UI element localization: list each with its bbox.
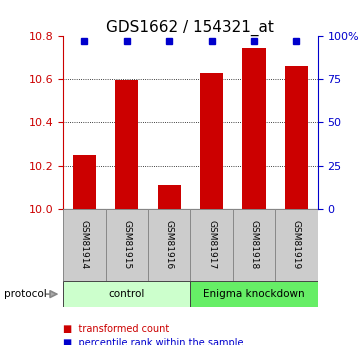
Text: GSM81916: GSM81916: [165, 220, 174, 269]
Bar: [190, 209, 233, 281]
Bar: [105, 209, 148, 281]
Title: GDS1662 / 154321_at: GDS1662 / 154321_at: [106, 20, 274, 36]
Bar: [115, 80, 139, 209]
Bar: [63, 209, 105, 281]
Bar: [157, 185, 181, 209]
Text: protocol: protocol: [4, 289, 46, 299]
Bar: [63, 281, 190, 307]
Bar: [200, 73, 223, 209]
Text: GSM81918: GSM81918: [249, 220, 258, 269]
Bar: [242, 48, 266, 209]
Text: Enigma knockdown: Enigma knockdown: [203, 289, 305, 299]
Bar: [233, 209, 275, 281]
Text: ■  percentile rank within the sample: ■ percentile rank within the sample: [63, 338, 244, 345]
Text: GSM81914: GSM81914: [80, 220, 89, 269]
Bar: [73, 155, 96, 209]
Bar: [148, 209, 191, 281]
Text: GSM81915: GSM81915: [122, 220, 131, 269]
Bar: [190, 281, 318, 307]
Bar: [285, 66, 308, 209]
Text: GSM81919: GSM81919: [292, 220, 301, 269]
Text: ■  transformed count: ■ transformed count: [63, 325, 169, 334]
Text: GSM81917: GSM81917: [207, 220, 216, 269]
Bar: [275, 209, 318, 281]
Text: control: control: [109, 289, 145, 299]
